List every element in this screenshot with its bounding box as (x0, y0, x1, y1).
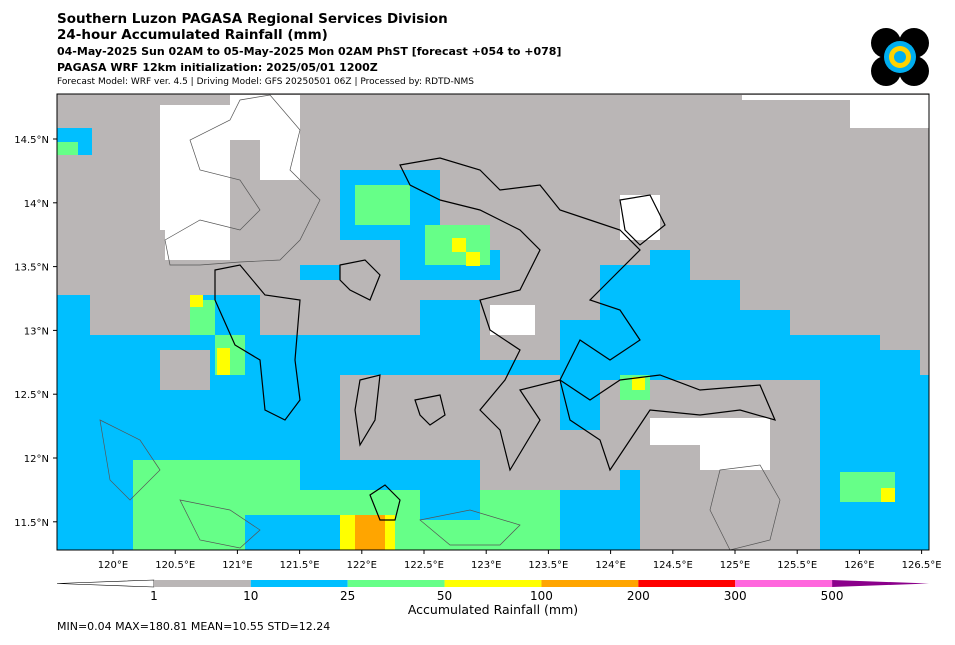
lat-label: 13.5°N (14, 263, 49, 274)
colorbar-extend (832, 580, 929, 587)
subtitle: 24-hour Accumulated Rainfall (mm) (57, 27, 328, 43)
map-frame (56, 93, 930, 551)
colorbar-label: 200 (627, 589, 650, 603)
colorbar-label: 300 (724, 589, 747, 603)
lon-label: 126°E (844, 560, 874, 571)
model: PAGASA WRF 12km initialization: 2025/05/… (57, 61, 378, 74)
lon-label: 121.5°E (280, 560, 320, 571)
colorbar-segment (638, 580, 736, 587)
lat-label: 14°N (24, 199, 49, 210)
rain-field (57, 95, 929, 550)
lon-label: 120.5°E (155, 560, 195, 571)
lon-label: 123.5°E (528, 560, 568, 571)
lat-label: 12°N (24, 454, 49, 465)
colorbar: 1 10 25 50 100 200 300 500 (56, 579, 929, 603)
colorbar-label: 100 (530, 589, 553, 603)
lon-label: 120°E (98, 560, 128, 571)
coastlines (214, 157, 777, 521)
lon-axis: 120°E 120.5°E 121°E 121.5°E 122°E 122.5°E 123°… (98, 550, 942, 571)
lon-label: 121°E (222, 560, 252, 571)
lon-label: 124.5°E (653, 560, 693, 571)
lat-axis: 14.5°N 14°N 13.5°N 13°N 12.5°N 12°N 11.5°N (14, 135, 57, 529)
lon-label: 122°E (347, 560, 377, 571)
map (56, 93, 930, 551)
lat-label: 11.5°N (14, 518, 49, 529)
lon-label: 124°E (595, 560, 625, 571)
period: 04-May-2025 Sun 02AM to 05-May-2025 Mon … (57, 45, 561, 58)
colorbar-label: 50 (437, 589, 452, 603)
colorbar-label: 25 (340, 589, 355, 603)
colorbar-segment (153, 580, 251, 587)
land-outlines (99, 94, 781, 551)
colorbar-segment (735, 580, 833, 587)
lon-label: 125.5°E (777, 560, 817, 571)
colorbar-extend (56, 579, 155, 588)
lon-label: 123°E (471, 560, 501, 571)
colorbar-segment (250, 580, 348, 587)
lon-label: 125°E (720, 560, 750, 571)
colorbar-segment (541, 580, 639, 587)
colorbar-label: 10 (243, 589, 258, 603)
colorbar-label: 500 (821, 589, 844, 603)
stats: MIN=0.04 MAX=180.81 MEAN=10.55 STD=12.24 (57, 620, 330, 633)
lat-label: 14.5°N (14, 135, 49, 146)
colorbar-title: Accumulated Rainfall (mm) (408, 602, 578, 617)
lon-label: 122.5°E (404, 560, 444, 571)
lat-label: 13°N (24, 326, 49, 337)
note: Forecast Model: WRF ver. 4.5 | Driving M… (57, 77, 474, 87)
lat-label: 12.5°N (14, 390, 49, 401)
colorbar-label: 1 (150, 589, 158, 603)
colorbar-segment (347, 580, 445, 587)
logo (871, 28, 929, 86)
lon-label: 126.5°E (902, 560, 942, 571)
colorbar-segment (444, 580, 542, 587)
title: Southern Luzon PAGASA Regional Services … (57, 11, 448, 27)
